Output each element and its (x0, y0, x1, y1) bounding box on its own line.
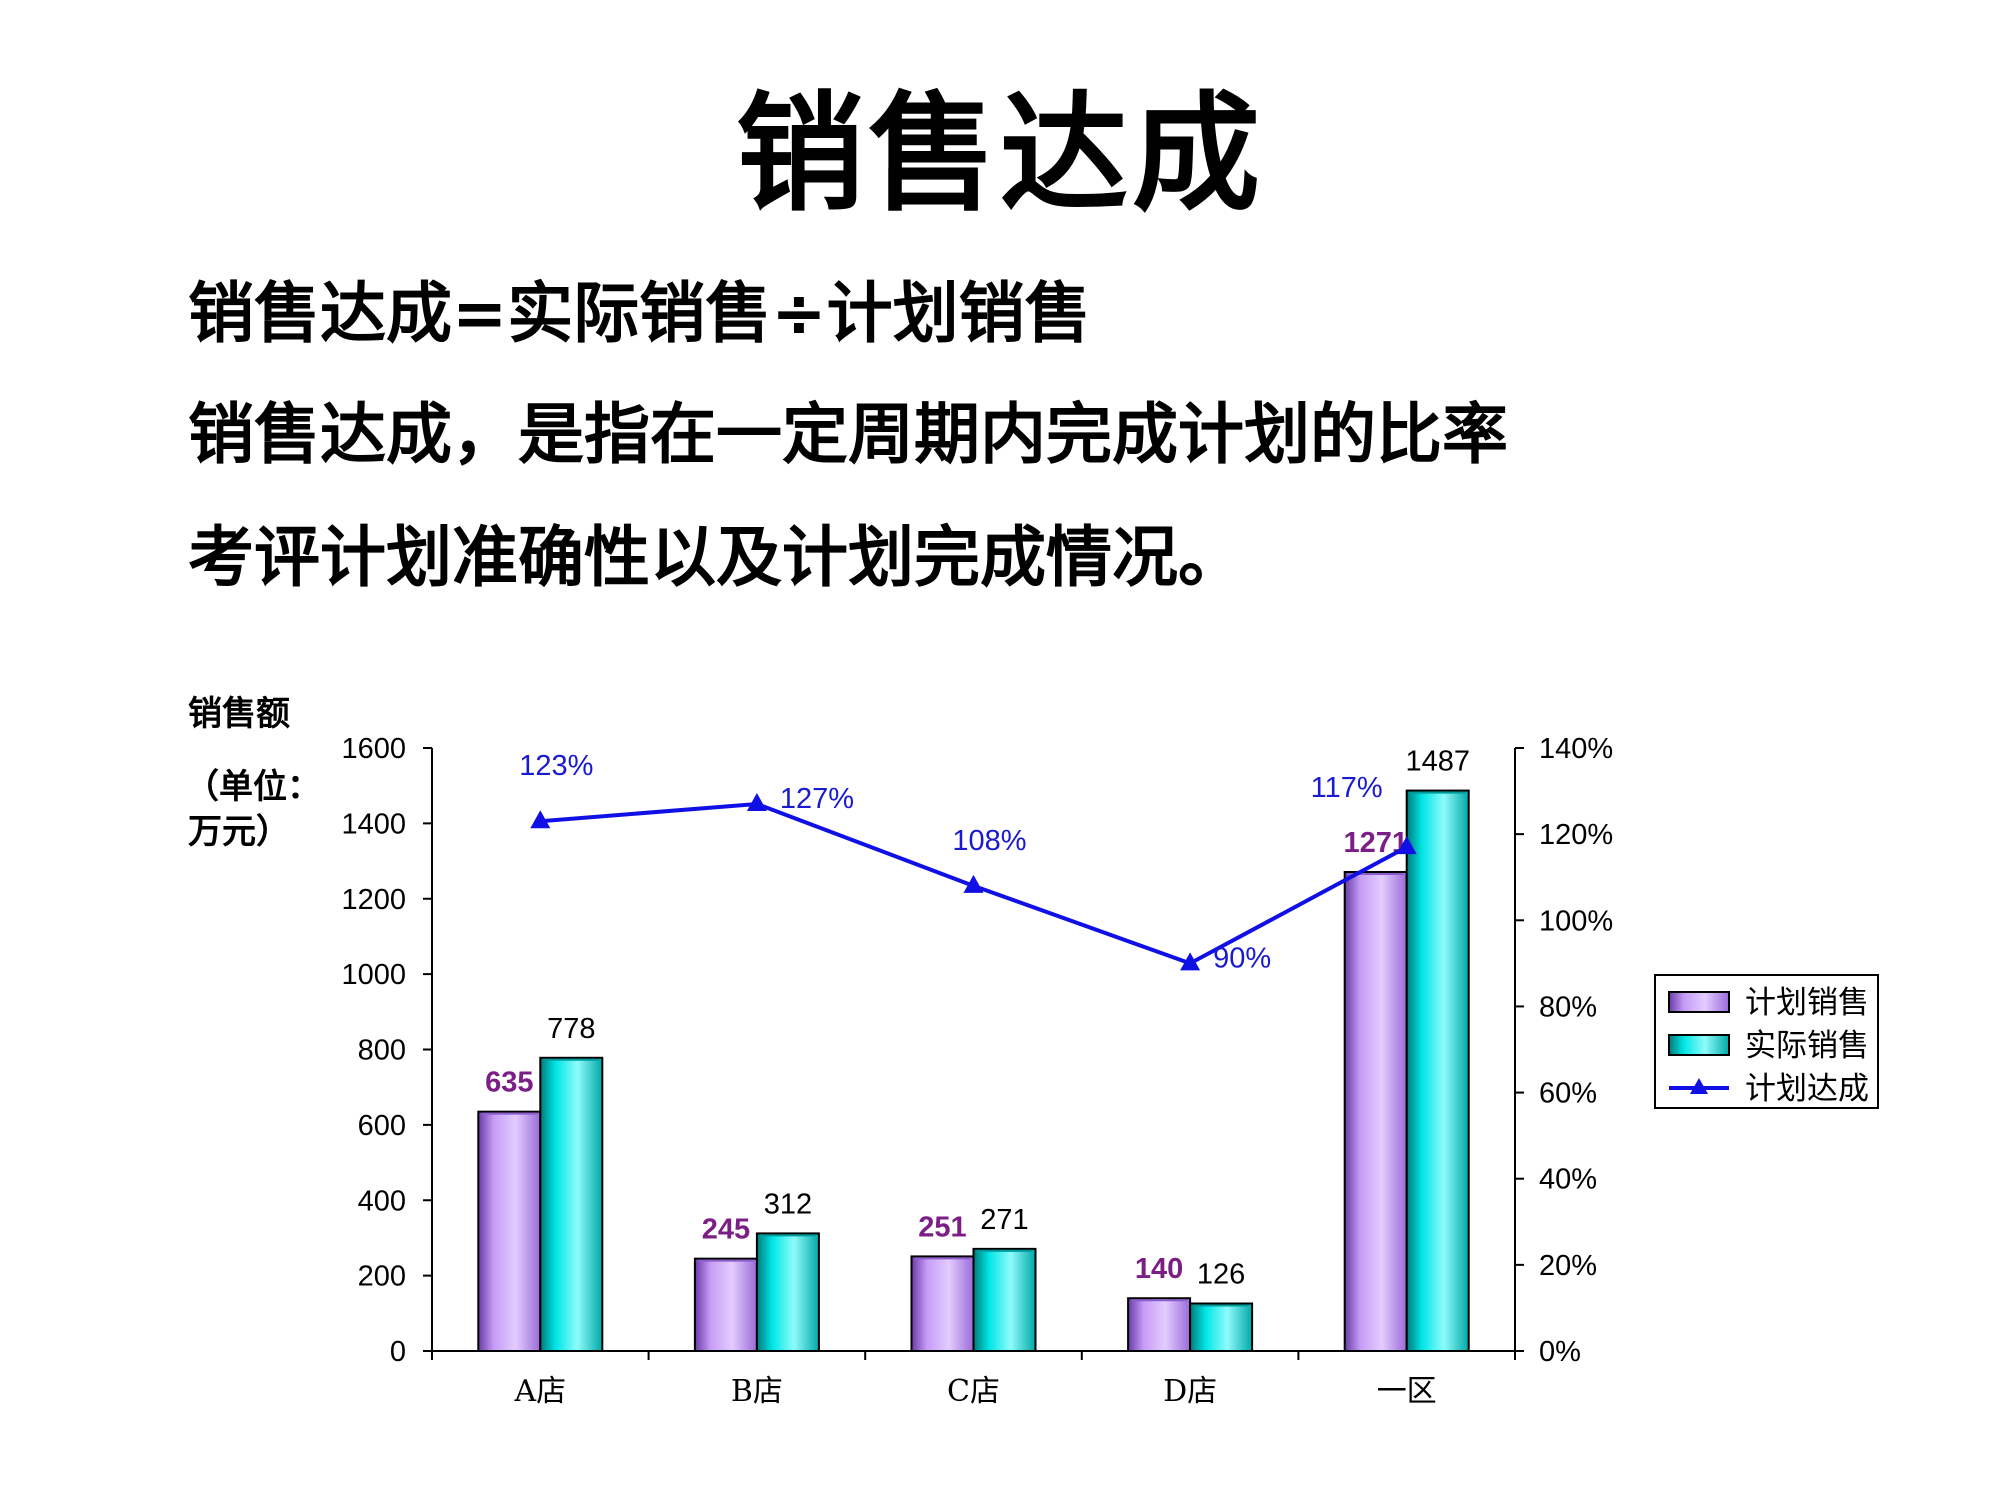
achievement-value-label: 108% (952, 825, 1026, 857)
x-tick-label: 一区 (1377, 1374, 1437, 1409)
achievement-point-marker (963, 874, 984, 893)
achievement-value-label: 117% (1311, 772, 1383, 804)
plan-value-label: 1271 (1343, 827, 1408, 859)
legend-swatch (1668, 991, 1730, 1013)
y2-tick-label: 80% (1539, 991, 1597, 1023)
achievement-point-marker (746, 792, 767, 811)
actual-bar (972, 1247, 1037, 1352)
legend-swatch (1668, 1034, 1730, 1056)
y-tick-label: 600 (358, 1110, 406, 1142)
achievement-point-marker (1180, 952, 1201, 971)
actual-bar (539, 1056, 604, 1352)
x-tick-label: B店 (731, 1374, 783, 1409)
plan-value-label: 251 (918, 1211, 966, 1243)
slide-title: 销售达成 (735, 80, 1264, 229)
y-axis-unit-label: 销售额 （单位： 万元） (185, 694, 321, 852)
y2-tick-label: 140% (1539, 733, 1613, 765)
y-tick-label: 1600 (341, 733, 406, 765)
purpose-line: 考评计划准确性以及计划完成情况。 (188, 519, 1244, 596)
y-axis-unit-line: （单位： (185, 767, 321, 807)
y-tick-label: 0 (390, 1336, 406, 1368)
actual-value-label: 778 (547, 1013, 595, 1045)
achievement-value-label: 127% (780, 783, 854, 815)
y2-tick-label: 0% (1539, 1336, 1581, 1368)
plan-bar (1127, 1297, 1192, 1353)
actual-value-label: 312 (764, 1188, 812, 1220)
achievement-point-marker (530, 810, 551, 829)
actual-value-label: 271 (980, 1204, 1028, 1236)
plan-bar (693, 1257, 758, 1353)
y-tick-label: 1200 (341, 884, 406, 916)
achievement-value-label: 123% (519, 750, 593, 782)
legend-label: 计划销售 (1745, 985, 1869, 1021)
x-tick-label: A店 (513, 1374, 566, 1409)
achievement-line: 123% 127% 108% 90% 117% (519, 750, 1417, 974)
actual-bar (1189, 1302, 1254, 1353)
actual-bar (755, 1232, 820, 1353)
y-tick-label: 1000 (341, 959, 406, 991)
plan-bar (477, 1110, 542, 1352)
y2-tick-label: 100% (1539, 905, 1613, 937)
definition-line: 销售达成，是指在一定周期内完成计划的比率 (188, 396, 1508, 473)
y2-tick-label: 120% (1539, 819, 1613, 851)
legend-label: 实际销售 (1745, 1028, 1869, 1064)
x-tick-label: D店 (1163, 1374, 1217, 1409)
achievement-point-marker (1396, 836, 1417, 855)
y-tick-label: 200 (358, 1261, 406, 1293)
y-tick-label: 400 (358, 1185, 406, 1217)
y2-tick-label: 40% (1539, 1164, 1597, 1196)
actual-value-label: 126 (1197, 1259, 1245, 1291)
actual-bar (1405, 789, 1470, 1352)
plan-bar (910, 1255, 975, 1353)
plan-value-label: 245 (702, 1214, 750, 1246)
y-axis-unit-line: 万元） (188, 812, 290, 852)
actual-value-label: 1487 (1405, 746, 1470, 778)
y-axis-unit-line: 销售额 (188, 694, 290, 734)
legend-label: 计划达成 (1745, 1071, 1869, 1107)
x-tick-label: C店 (947, 1374, 1000, 1409)
plan-value-label: 635 (485, 1067, 533, 1099)
legend-marker (1690, 1078, 1708, 1094)
formula-line: 销售达成=实际销售÷计划销售 (188, 275, 1091, 352)
plan-bar (1343, 870, 1408, 1352)
y2-tick-label: 20% (1539, 1250, 1597, 1282)
plan-value-label: 140 (1135, 1253, 1183, 1285)
y2-tick-label: 60% (1539, 1078, 1597, 1110)
chart-bars (477, 789, 1470, 1353)
y-tick-label: 1400 (341, 808, 406, 840)
y-tick-label: 800 (358, 1035, 406, 1067)
chart-axes: 0 200 400 600 800 1000 1200 1400 1600 0% 20% 40% 60%… (341, 733, 1613, 1409)
achievement-value-label: 90% (1213, 942, 1271, 974)
bar-value-labels: 635 778 245 312 251 271 140 126 1271 1487 (485, 746, 1470, 1291)
